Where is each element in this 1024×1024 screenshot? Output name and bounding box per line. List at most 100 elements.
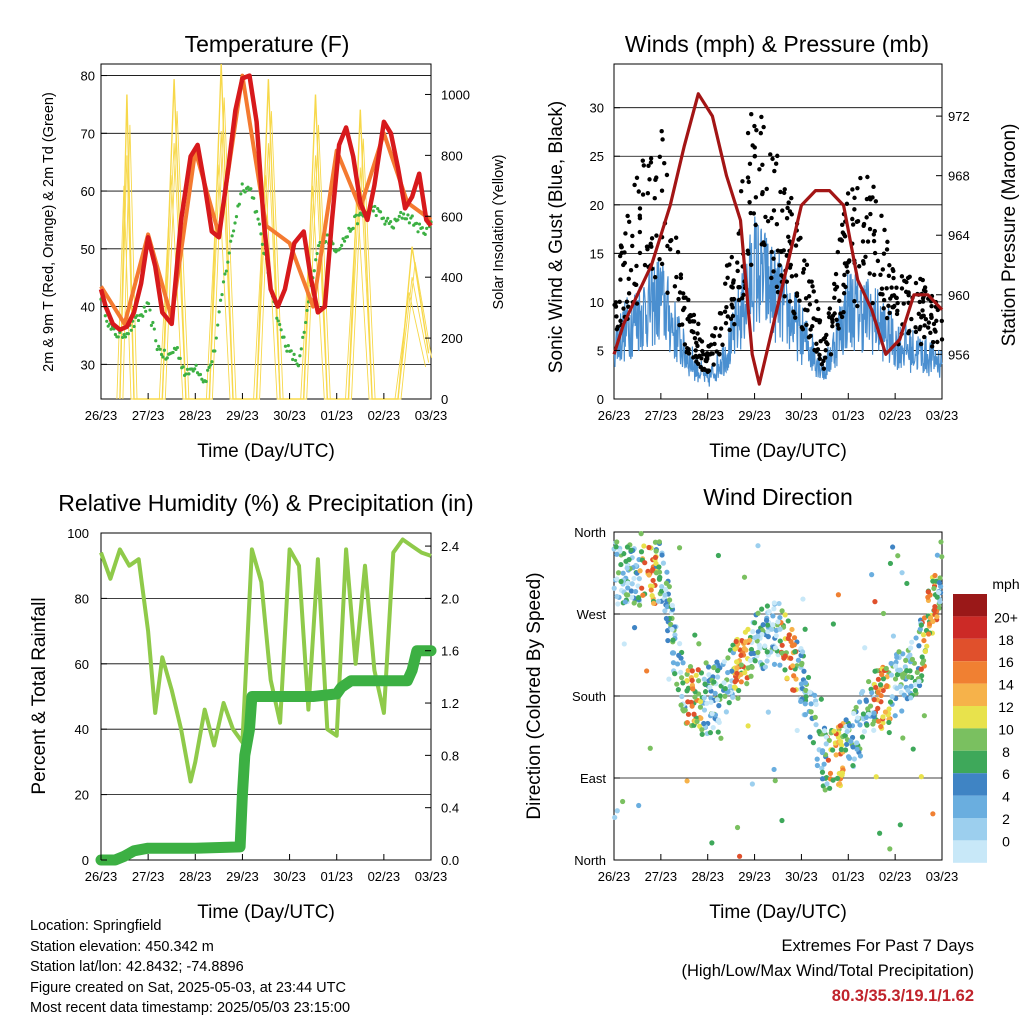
dewpoint-point [304,320,308,325]
gust-point [806,279,812,284]
gust-point [839,222,845,228]
direction-point [788,655,794,661]
direction-point [746,637,753,643]
gust-point [722,309,728,314]
solar-line [116,164,427,400]
direction-point [812,692,818,698]
direction-point [625,580,631,586]
direction-point [888,660,894,667]
direction-point [726,700,732,706]
x-tick-label: 01/23 [832,408,865,423]
gust-point [841,291,847,296]
dewpoint-point [185,367,190,371]
gust-point [747,199,752,205]
direction-point [846,722,853,729]
dewpoint-point [158,347,162,351]
gust-point [855,219,861,224]
direction-point [886,706,892,712]
dewpoint-point [293,358,298,363]
gust-point [774,284,780,290]
gust-point [618,318,623,324]
gust-point [672,284,678,289]
gust-point [741,292,746,298]
direction-point [807,734,813,740]
direction-point [925,589,931,595]
gust-point [839,314,845,320]
dewpoint-point [219,298,223,302]
extremes-subheading: (High/Low/Max Wind/Total Precipitation) [681,962,974,980]
direction-point [789,626,795,633]
gust-point [732,322,737,327]
direction-point [799,649,806,655]
direction-point [766,609,772,615]
direction-point [680,680,686,686]
gust-point [810,324,815,329]
gust-point [806,335,812,340]
direction-point [614,576,620,582]
direction-point [652,539,659,545]
gust-point [879,213,884,219]
direction-point [636,576,642,582]
x-tick-label: 27/23 [132,869,165,884]
dewpoint-point [234,215,239,219]
direction-point [917,626,923,632]
gust-point [881,306,886,311]
direction-point [844,728,850,735]
dewpoint-point [316,244,321,248]
direction-point [816,728,822,735]
dewpoint-point [355,222,360,226]
dewpoint-point [216,323,220,327]
direction-point [722,693,728,699]
gust-point [740,179,745,184]
direction-point [678,669,684,675]
dewpoint-point [193,367,197,371]
direction-point [802,680,809,686]
direction-point [705,664,712,670]
direction-point [732,679,738,685]
y-tick-label-left: 50 [81,242,95,257]
gust-point [781,190,787,196]
direction-point [903,657,909,663]
direction-point [936,580,943,586]
gust-point [753,222,758,228]
direction-point [814,762,820,769]
dewpoint-point [122,332,126,337]
x-tick-label: 29/23 [738,408,771,423]
dewpoint-point [227,251,231,255]
direction-point [684,688,690,694]
gust-point [641,163,647,168]
direction-point [779,817,785,824]
direction-point [730,642,736,648]
gust-point [929,314,934,320]
direction-point [749,781,755,787]
gust-point [806,294,812,299]
direction-point [625,585,631,591]
gust-point [926,320,932,325]
gust-point [735,268,740,274]
direction-point [620,570,626,576]
gust-point [868,211,873,217]
gust-point [817,356,823,361]
direction-point [779,642,785,648]
gust-point [895,308,900,314]
extremes-box: Extremes For Past 7 Days (High/Low/Max W… [681,934,974,1009]
direction-point [729,668,735,674]
gust-point [746,179,751,185]
legend-title: mph [992,576,1019,592]
direction-point [646,572,652,578]
direction-point [824,781,830,787]
direction-point [784,675,790,681]
direction-point [736,853,743,859]
direction-point [776,600,782,607]
direction-point [934,614,940,620]
direction-point [906,674,912,680]
temperature-panel: Temperature (F) 304050607080020040060080… [41,31,507,462]
dewpoint-point [406,213,410,217]
dewpoint-point [416,230,420,234]
dewpoint-point [121,335,125,340]
gust-point [837,298,842,304]
direction-point [699,727,705,733]
gust-point [684,350,689,355]
gust-point [823,355,828,360]
gust-point [855,303,860,309]
